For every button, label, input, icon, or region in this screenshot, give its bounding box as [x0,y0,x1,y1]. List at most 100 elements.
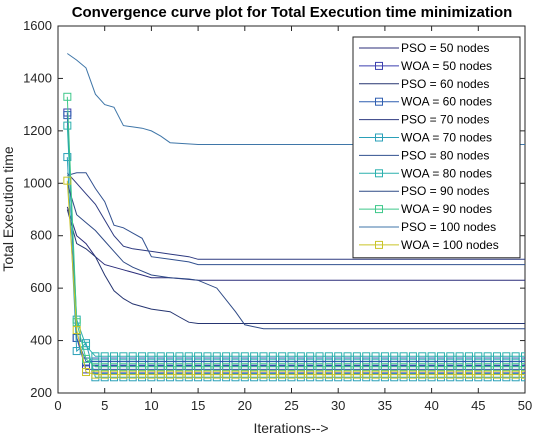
data-point-woa-100-nodes [259,370,268,379]
data-point-woa-90-nodes [324,362,333,371]
x-tick-label: 35 [378,398,392,413]
data-point-woa-80-nodes [194,352,203,361]
data-point-woa-60-nodes [138,357,147,366]
data-point-woa-90-nodes [334,362,343,371]
data-point-woa-90-nodes [362,362,371,371]
data-point-woa-60-nodes [390,357,399,366]
data-point-woa-60-nodes [446,357,455,366]
data-point-woa-80-nodes [91,352,100,361]
data-point-woa-60-nodes [240,357,249,366]
legend-box [352,36,521,259]
series-line-pso-60-nodes [66,209,525,324]
series-line-pso-80-nodes [67,172,525,266]
y-tick-label: 200 [30,385,52,400]
data-point-woa-90-nodes [315,362,324,371]
data-point-woa-100-nodes [268,370,277,379]
data-point-woa-90-nodes [352,362,361,371]
data-point-woa-80-nodes [138,352,147,361]
data-point-woa-90-nodes [343,362,352,371]
data-point-woa-80-nodes [278,352,287,361]
legend-entry-label: PSO = 90 nodes [401,184,489,198]
data-point-woa-80-nodes [100,352,109,361]
data-point-woa-90-nodes [446,362,455,371]
x-tick-label: 45 [471,398,485,413]
legend-swatch-marker [375,169,383,178]
data-point-woa-80-nodes [502,352,511,361]
data-point-woa-100-nodes [418,370,427,379]
data-point-woa-90-nodes [474,362,483,371]
data-point-woa-90-nodes [408,362,417,371]
data-point-woa-90-nodes [138,362,147,371]
data-point-woa-90-nodes [492,362,501,371]
data-point-woa-90-nodes [203,362,212,371]
chart-title: Convergence curve plot for Total Executi… [72,4,513,21]
y-axis-label: Total Execution time [0,146,16,271]
data-point-woa-100-nodes [362,370,371,379]
data-point-woa-80-nodes [222,352,231,361]
data-point-woa-70-nodes [72,347,81,356]
data-point-woa-90-nodes [63,92,72,101]
data-point-woa-80-nodes [166,352,175,361]
data-point-woa-80-nodes [446,352,455,361]
data-point-woa-60-nodes [222,357,231,366]
data-point-woa-90-nodes [511,362,520,371]
data-point-woa-100-nodes [399,370,408,379]
data-point-woa-60-nodes [212,357,221,366]
data-point-woa-90-nodes [390,362,399,371]
data-point-woa-90-nodes [521,362,525,371]
data-point-woa-60-nodes [194,357,203,366]
data-point-woa-100-nodes [156,370,165,379]
series-line-pso-50-nodes [66,206,525,281]
data-point-woa-100-nodes [119,370,128,379]
y-tick-label: 1400 [23,70,52,85]
legend-entry-label: PSO = 80 nodes [401,148,489,162]
data-point-woa-60-nodes [455,357,464,366]
y-tick-label: 1200 [23,123,52,138]
data-point-woa-80-nodes [250,352,259,361]
data-point-woa-90-nodes [418,362,427,371]
y-tick-label: 1000 [23,175,52,190]
axes-layer: 0 5 10 15 20 25 30 35 40 45 50 200 400 600 800 1000 1200… [23,18,532,413]
legend-entry-label: WOA = 60 nodes [401,95,492,109]
data-point-woa-100-nodes [306,370,315,379]
data-point-woa-100-nodes [72,326,81,335]
data-point-woa-100-nodes [511,370,520,379]
data-point-woa-100-nodes [203,370,212,379]
data-point-woa-80-nodes [464,352,473,361]
data-point-woa-60-nodes [436,357,445,366]
legend-swatch-marker [375,97,383,106]
data-point-woa-90-nodes [464,362,473,371]
data-point-woa-60-nodes [511,357,520,366]
data-point-woa-80-nodes [371,352,380,361]
data-point-woa-90-nodes [156,362,165,371]
legend: PSO = 50 nodes WOA = 50 nodes PSO = 60 nod… [352,36,521,259]
data-point-woa-100-nodes [371,370,380,379]
data-point-woa-90-nodes [483,362,492,371]
data-point-woa-90-nodes [306,362,315,371]
data-point-woa-100-nodes [138,370,147,379]
data-point-woa-80-nodes [343,352,352,361]
data-point-woa-60-nodes [278,357,287,366]
data-point-woa-100-nodes [250,370,259,379]
legend-entry-label: WOA = 50 nodes [401,59,492,73]
data-point-woa-90-nodes [259,362,268,371]
data-point-woa-80-nodes [147,352,156,361]
data-point-woa-100-nodes [128,370,137,379]
data-point-woa-60-nodes [100,357,109,366]
data-point-woa-80-nodes [128,352,137,361]
data-point-woa-100-nodes [315,370,324,379]
data-point-woa-80-nodes [408,352,417,361]
data-point-woa-90-nodes [91,362,100,371]
data-point-woa-60-nodes [371,357,380,366]
data-point-woa-80-nodes [231,352,240,361]
legend-swatch-marker [375,240,383,249]
data-point-woa-80-nodes [390,352,399,361]
x-tick-label: 20 [238,398,252,413]
legend-entry-label: WOA = 90 nodes [401,202,492,216]
data-point-woa-90-nodes [128,362,137,371]
data-point-woa-60-nodes [334,357,343,366]
data-point-woa-90-nodes [231,362,240,371]
data-point-woa-90-nodes [287,362,296,371]
data-point-woa-80-nodes [492,352,501,361]
data-point-woa-90-nodes [184,362,193,371]
